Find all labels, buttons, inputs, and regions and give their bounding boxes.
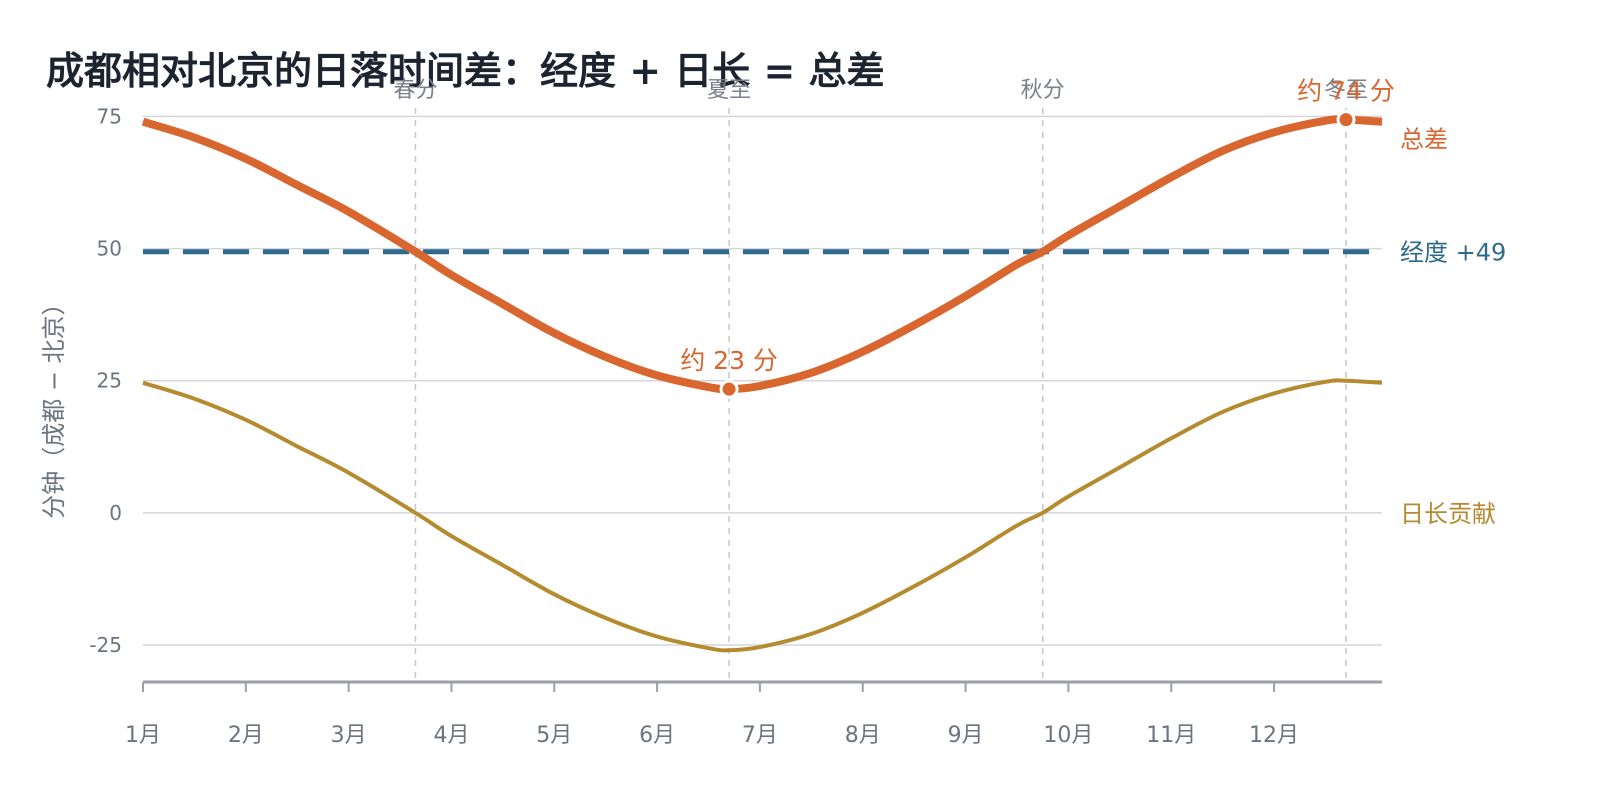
x-tick-label: 3月 xyxy=(331,723,367,748)
x-tick-label: 7月 xyxy=(742,723,778,748)
y-tick-label: 75 xyxy=(97,104,122,128)
annotation-point xyxy=(1336,110,1356,130)
x-axis: 1月 2月 3月 4月 5月 6月 7月 8月 9月 10月 11月 12月 xyxy=(125,680,1382,748)
marker-label: 冬至 xyxy=(1324,78,1368,103)
marker-label: 秋分 xyxy=(1021,78,1065,103)
series-line-2 xyxy=(142,378,1383,653)
x-tick-label: 10月 xyxy=(1043,723,1093,748)
annotation-label: 约 23 分 xyxy=(680,346,778,375)
marker-label: 春分 xyxy=(393,78,437,103)
chart-title: 成都相对北京的日落时间差：经度 + 日长 = 总差 xyxy=(46,49,885,93)
x-tick-label: 2月 xyxy=(228,723,264,748)
season-markers: 春分 夏至 秋分 冬至 xyxy=(393,78,1368,682)
series-label-1: 经度 +49 xyxy=(1400,239,1506,267)
x-tick-label: 1月 xyxy=(125,723,161,748)
series-label-2: 日长贡献 xyxy=(1400,500,1496,528)
annotation-label: 约 74 分 xyxy=(1297,77,1395,106)
y-tick-label: 0 xyxy=(109,501,122,525)
x-tick-label: 11月 xyxy=(1146,723,1196,748)
x-tick-label: 8月 xyxy=(845,723,881,748)
x-tick-label: 12月 xyxy=(1249,723,1299,748)
y-tick-label: -25 xyxy=(89,633,122,657)
series-label-0: 总差 xyxy=(1400,126,1448,154)
y-tick-label: 50 xyxy=(97,237,122,261)
grid-lines: 75 50 25 0 -25 xyxy=(89,104,1382,657)
marker-label: 夏至 xyxy=(707,78,751,103)
series-line-0 xyxy=(141,115,1383,394)
x-tick-label: 9月 xyxy=(948,723,984,748)
x-tick-label: 6月 xyxy=(639,723,675,748)
x-tick-label: 4月 xyxy=(433,723,469,748)
series-lines xyxy=(141,115,1383,653)
y-tick-label: 25 xyxy=(97,369,122,393)
annotation-point xyxy=(719,379,739,399)
y-axis-label: 分钟（成都 − 北京） xyxy=(40,291,68,518)
x-tick-label: 5月 xyxy=(536,723,572,748)
